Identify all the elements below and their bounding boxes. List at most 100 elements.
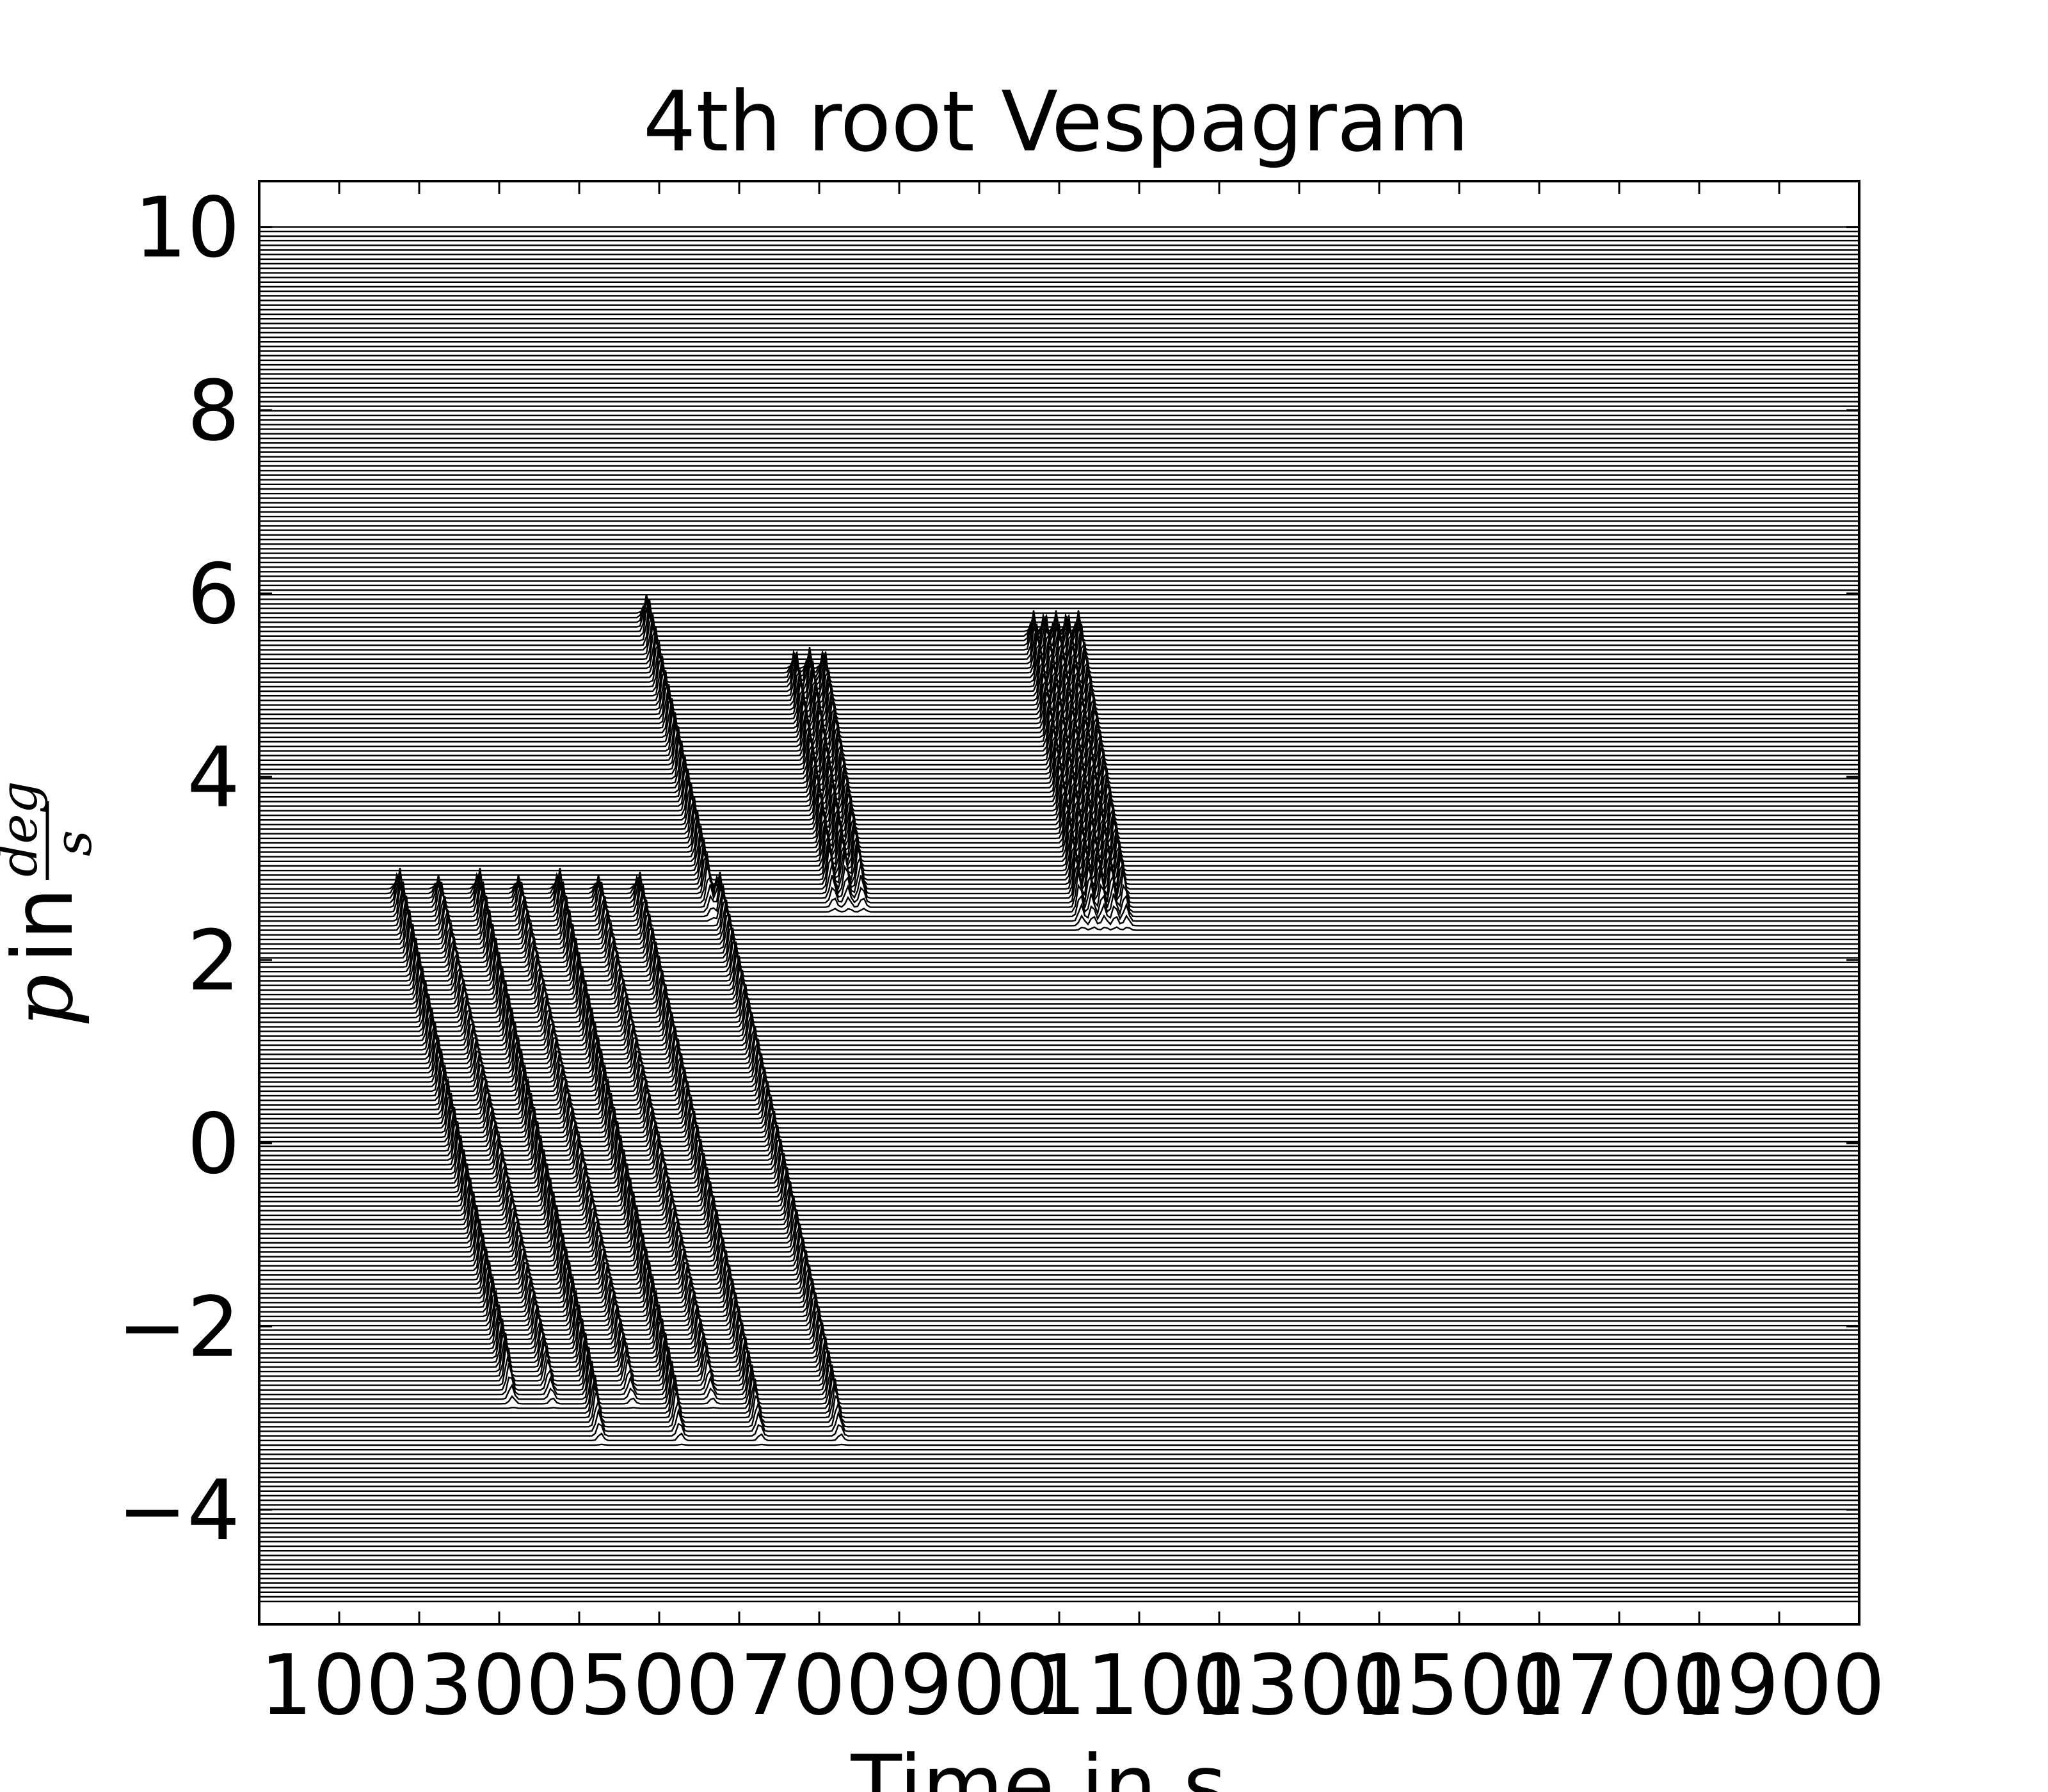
- vespagram-trace: [259, 803, 1859, 844]
- vespagram-trace: [259, 762, 1859, 803]
- vespagram-trace: [259, 1048, 1859, 1087]
- vespagram-trace: [259, 938, 1859, 973]
- vespagram-trace: [259, 1002, 1859, 1042]
- vespagram-trace: [259, 1274, 1859, 1313]
- x-tick-label: 1700: [1514, 1636, 1725, 1734]
- vespagram-trace: [259, 1166, 1859, 1207]
- vespagram-trace: [259, 1297, 1859, 1336]
- vespagram-trace: [259, 817, 1859, 858]
- vespagram-trace: [259, 941, 1859, 982]
- vespagram-trace: [259, 599, 1859, 623]
- vespagram-trace: [259, 642, 1859, 684]
- vespagram-trace: [259, 1107, 1859, 1148]
- vespagram-trace: [259, 1348, 1859, 1382]
- vespagram-trace: [259, 785, 1859, 826]
- vespagram-trace: [259, 976, 1859, 1014]
- vespagram-trace: [259, 963, 1859, 1000]
- vespagram-trace: [259, 1318, 1859, 1354]
- vespagram-trace: [259, 1022, 1859, 1060]
- x-tick-label: 1900: [1674, 1636, 1885, 1734]
- vespagram-trace: [259, 840, 1859, 881]
- y-label-symbol: p: [0, 974, 92, 1027]
- vespagram-trace: [259, 794, 1859, 835]
- vespagram-trace: [259, 798, 1859, 840]
- vespagram-trace: [259, 619, 1859, 660]
- vespagram-trace: [259, 1361, 1859, 1396]
- vespagram-trace: [259, 1332, 1859, 1373]
- vespagram-trace: [259, 938, 1859, 977]
- vespagram-trace: [259, 1135, 1859, 1175]
- vespagram-trace: [259, 1098, 1859, 1138]
- vespagram-trace: [259, 1032, 1859, 1069]
- vespagram-trace: [259, 698, 1859, 739]
- vespagram-trace: [259, 1092, 1859, 1129]
- vespagram-trace: [259, 1085, 1859, 1124]
- vespagram-trace: [259, 1044, 1859, 1083]
- vespagram-trace: [259, 1364, 1859, 1405]
- vespagram-trace: [259, 605, 1859, 619]
- vespagram-trace: [259, 1121, 1859, 1161]
- x-tick-label: 1500: [1354, 1636, 1565, 1734]
- vespagram-trace: [259, 845, 1859, 886]
- vespagram-trace: [259, 1213, 1859, 1253]
- vespagram-trace: [259, 1346, 1859, 1386]
- vespagram-trace: [259, 1276, 1859, 1318]
- vespagram-trace: [259, 955, 1859, 996]
- vespagram-trace: [259, 1149, 1859, 1184]
- vespagram-trace: [259, 812, 1859, 854]
- vespagram-trace: [259, 1289, 1859, 1327]
- vespagram-trace: [259, 1201, 1859, 1239]
- vespagram-trace: [259, 980, 1859, 1019]
- x-tick-label: 300: [420, 1636, 579, 1734]
- vespagram-trace: [259, 1304, 1859, 1340]
- vespagram-trace: [259, 1324, 1859, 1363]
- vespagram-trace: [259, 863, 1859, 904]
- vespagram-trace: [259, 1162, 1859, 1198]
- vespagram-trace: [259, 1432, 1859, 1441]
- vespagram-trace: [259, 1010, 1859, 1051]
- vespagram-trace: [259, 1112, 1859, 1152]
- vespagram-trace: [259, 1283, 1859, 1322]
- y-axis-label: p in deg s: [0, 781, 103, 1027]
- vespagram-trace: [259, 1205, 1859, 1244]
- y-tick-label: 8: [187, 362, 240, 460]
- vespagram-trace: [259, 1194, 1859, 1235]
- vespagram-trace: [259, 780, 1859, 822]
- vespagram-trace: [259, 1333, 1859, 1368]
- y-label-in: in: [0, 887, 92, 963]
- vespagram-trace: [259, 1008, 1859, 1046]
- vespagram-trace: [259, 950, 1859, 986]
- vespagram-trace: [259, 1220, 1859, 1258]
- vespagram-trace: [259, 1122, 1859, 1156]
- vespagram-trace: [259, 1126, 1859, 1166]
- vespagram-trace: [259, 702, 1859, 743]
- vespagram-trace: [259, 647, 1859, 688]
- vespagram-trace: [259, 914, 1859, 954]
- vespagram-trace: [259, 1163, 1859, 1203]
- vespagram-trace: [259, 1249, 1859, 1290]
- vespagram-trace: [259, 600, 1859, 637]
- vespagram-trace: [259, 721, 1859, 762]
- vespagram-trace: [259, 910, 1859, 945]
- vespagram-trace: [259, 858, 1859, 899]
- vespagram-trace: [259, 822, 1859, 863]
- vespagram-trace: [259, 1208, 1859, 1249]
- vespagram-trace: [259, 1423, 1859, 1437]
- vespagram-trace: [259, 994, 1859, 1032]
- x-tick-label: 900: [900, 1636, 1059, 1734]
- vespagram-trace: [259, 1018, 1859, 1055]
- vespagram-trace: [259, 776, 1859, 817]
- vespagram-trace: [259, 771, 1859, 812]
- chart-title: 4th root Vespagram: [643, 73, 1469, 170]
- vespagram-trace: [259, 716, 1859, 757]
- y-tick-label: 2: [187, 912, 240, 1009]
- vespagram-trace: [259, 808, 1859, 849]
- vespagram-trace: [259, 1378, 1859, 1419]
- vespagram-trace: [259, 1337, 1859, 1377]
- x-tick-label: 1300: [1194, 1636, 1405, 1734]
- vespagram-trace: [259, 1256, 1859, 1295]
- vespagram-trace: [259, 952, 1859, 991]
- vespagram-trace: [259, 1175, 1859, 1212]
- vespagram-trace: [259, 867, 1859, 908]
